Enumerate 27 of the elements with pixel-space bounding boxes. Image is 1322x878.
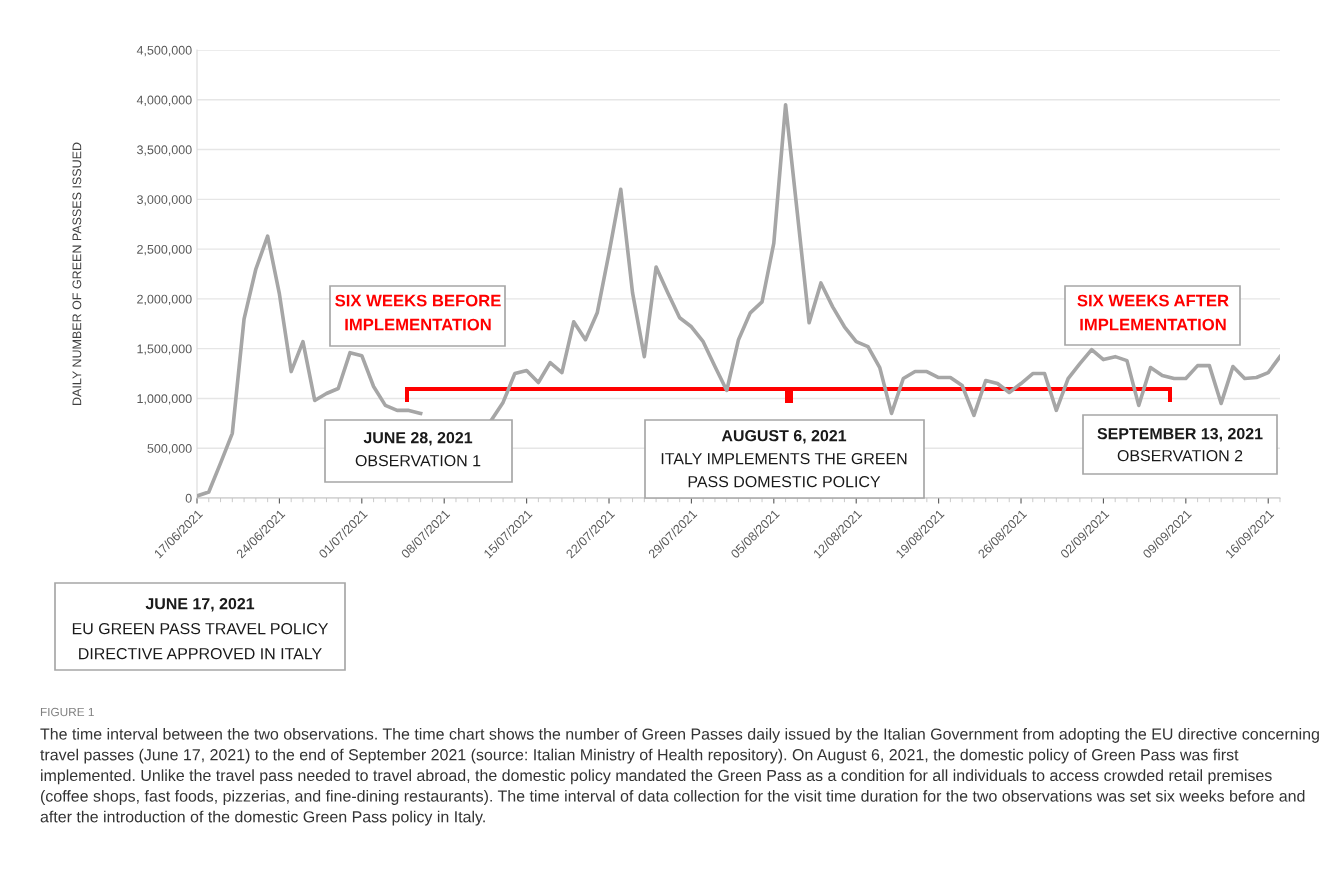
annotation: PASS DOMESTIC POLICY (688, 475, 881, 488)
y-tick-label: 2,000,000 (137, 294, 192, 306)
text: DIRECTIVE APPROVED IN ITALY (79, 647, 322, 660)
annotation: SIX WEEKS AFTER (1077, 294, 1229, 307)
annotation: SEPTEMBER 13, 2021 (1097, 427, 1263, 442)
y-tick-label: 500,000 (147, 444, 192, 455)
annotation: IMPLEMENTATION (345, 318, 491, 331)
text: EU GREEN PASS TRAVEL POLICY (72, 622, 329, 635)
annotation: OBSERVATION 1 (355, 454, 481, 467)
y-tick-label: 4,500,000 (136, 45, 192, 57)
text: JUNE 17, 2021 (145, 597, 255, 612)
annotation: JUNE 28, 2021 (363, 431, 473, 446)
annotation: SIX WEEKS BEFORE (335, 294, 501, 307)
y-tick-label: 4,000,000 (136, 95, 192, 106)
annotation: IMPLEMENTATION (1080, 318, 1226, 331)
y-tick-label: 2,500,000 (137, 244, 192, 256)
y-tick-label: 1,500,000 (137, 344, 192, 355)
annotation: AUGUST 6, 2021 (721, 429, 847, 444)
text: The time interval between the two observations. The time chart shows the number of Green Passes daily issued by the Italian Government from adopting the EU directive concerning travel passes (June 17, 2021) to the end of September 2021 (source: Italian Ministry of Health repository). On August 6, 2021, the domestic policy of Green Pass was first implemented. Unlike the travel pass needed to travel abroad, the domestic policy mandated the Green Pass as a condition for all individuals to access crowded retail premises (coffee shops, fast foods, pizzerias, and fine-dining restaurants). The time interval of data collection for the visit time duration for the two observations was set six weeks before and after the introduction of the domestic Green Pass policy in Italy. (40, 728, 1319, 826)
y-tick-label: 1,000,000 (137, 394, 192, 405)
annotation: OBSERVATION 2 (1117, 449, 1243, 462)
y-tick-label: 3,000,000 (137, 195, 192, 206)
y-tick-label: 3,500,000 (137, 145, 192, 156)
y-axis-title: DAILY NUMBER OF GREEN PASSES ISSUED (72, 142, 82, 405)
annotation: ITALY IMPLEMENTS THE GREEN (661, 452, 907, 465)
y-tick-label: 0 (185, 493, 192, 503)
caption: FIGURE 1 (40, 707, 94, 717)
